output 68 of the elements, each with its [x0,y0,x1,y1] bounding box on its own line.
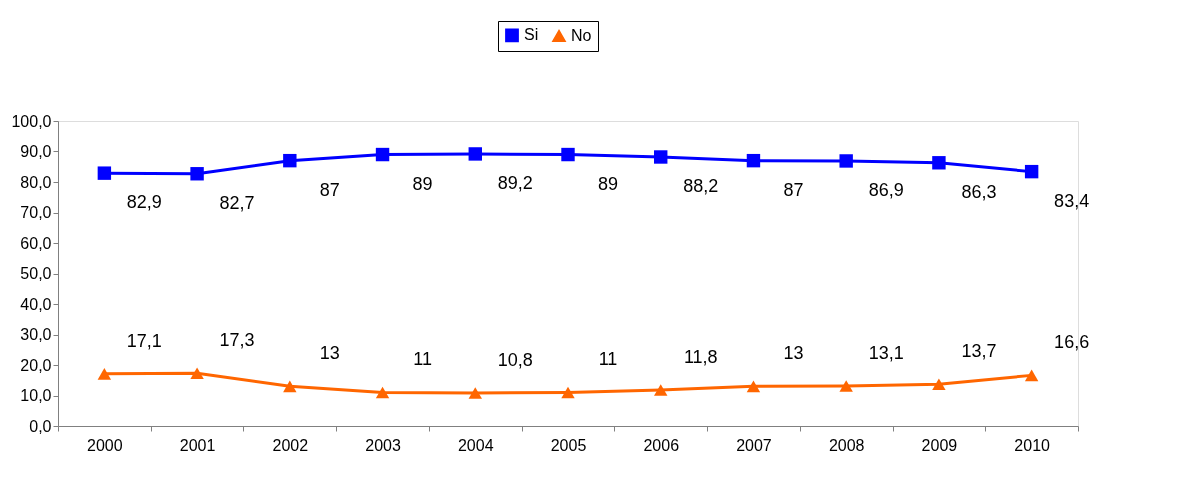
data-label: 88,2 [683,175,719,196]
x-tick-label: 2006 [643,436,680,454]
x-tick-label: 2001 [179,436,216,454]
x-tick-label: 2003 [365,436,401,454]
data-label: 82,7 [219,192,255,213]
point [654,150,668,164]
point [190,367,204,380]
x-tick-label: 2009 [921,436,958,454]
point [932,378,946,391]
y-tick-label: 50,0 [20,265,52,282]
point [839,154,853,168]
x-tick-label: 2005 [550,436,587,454]
data-label: 13 [783,343,804,364]
x-tick-label: 2010 [1014,436,1051,454]
point [561,147,575,162]
x-tick-label: 2002 [272,436,309,454]
y-tick-label: 80,0 [20,173,52,191]
point [654,384,668,396]
point [746,153,761,168]
y-tick-label: 60,0 [20,234,52,252]
y-tick-label: 70,0 [20,204,52,221]
point [468,147,482,161]
data-label: 10,8 [497,350,533,371]
legend-label: No [571,26,592,44]
data-label: 86,3 [961,181,997,202]
data-label: 87 [319,179,340,200]
x-tick-label: 2007 [736,436,772,454]
point [97,166,112,180]
point [375,147,390,162]
x-tick-label: 2004 [457,436,494,454]
data-label: 13,7 [961,341,997,362]
y-tick-label: 30,0 [20,326,52,343]
point [468,387,482,399]
point [1024,164,1039,179]
legend-label: Si [524,26,539,44]
data-label: 89 [597,173,619,194]
y-tick-label: 10,0 [20,387,52,404]
point [746,380,761,393]
x-tick-label: 2008 [828,436,865,454]
y-tick-label: 90,0 [20,143,52,160]
y-tick-label: 100,0 [11,112,52,130]
data-label: 17,3 [219,330,255,351]
data-label: 11 [598,349,618,370]
data-label: 16,6 [1054,332,1090,353]
y-tick-label: 0,0 [29,417,52,435]
point [190,167,204,181]
data-label: 11,8 [683,347,718,368]
data-label: 86,9 [868,179,904,200]
point [97,368,112,380]
point [375,386,390,399]
x-tick-label: 2000 [87,436,123,454]
data-label: 82,9 [126,192,162,213]
data-label: 89,2 [497,172,533,193]
data-label: 11 [413,349,432,370]
point [283,153,297,168]
data-label: 13 [319,343,340,364]
data-label: 87 [783,179,804,200]
data-label: 89 [412,173,433,194]
y-tick-label: 40,0 [20,295,52,313]
point [1024,369,1039,382]
data-label: 17,1 [126,330,162,351]
point [932,156,946,170]
point [283,380,297,393]
data-label: 83,4 [1054,190,1090,211]
point [839,380,853,392]
point [561,386,575,399]
data-label: 13,1 [868,343,904,364]
y-tick-label: 20,0 [20,356,52,374]
